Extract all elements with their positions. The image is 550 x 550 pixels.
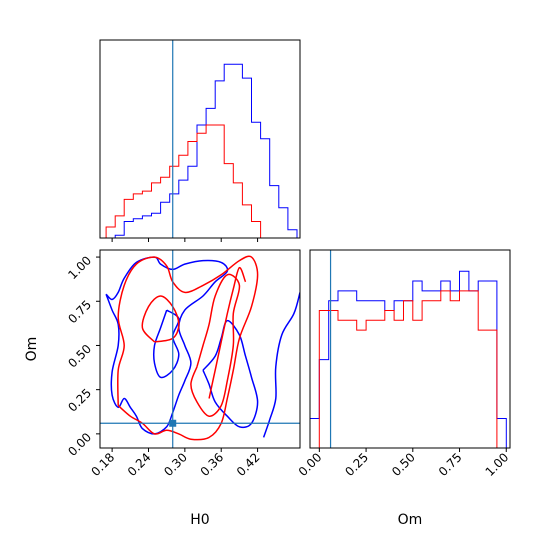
red-contour-6 <box>141 295 180 343</box>
om-marginal-panel: 0.00 0.25 0.50 0.75 1.00 Om <box>296 249 512 528</box>
om-marginal-frame <box>309 249 511 449</box>
joint-y-tick-label-0.50: 0.50 <box>65 342 94 371</box>
joint-panel: 0.18 0.24 0.30 0.36 0.42 0.00 0.25 0.50 0.75 1.00… <box>24 249 301 528</box>
joint-x-tick-label-0.36: 0.36 <box>198 450 227 479</box>
om-x-tick-label-0.25: 0.25 <box>342 450 371 479</box>
joint-x-tick-label-0.24: 0.24 <box>125 450 154 479</box>
blue-contour-4 <box>262 292 300 438</box>
red-om-histogram <box>310 290 507 449</box>
joint-x-tick-label-0.30: 0.30 <box>161 450 190 479</box>
blue-contour-2 <box>153 309 180 379</box>
blue-contour-1 <box>105 256 229 435</box>
joint-y-axis-label: Om <box>24 337 40 362</box>
joint-y-tick-label-0.25: 0.25 <box>65 386 94 415</box>
om-x-tick-label-0.50: 0.50 <box>389 450 418 479</box>
om-x-tick-label-0.75: 0.75 <box>436 450 465 479</box>
om-x-tick-label-0.00: 0.00 <box>296 450 325 479</box>
joint-y-tick-label-0.00: 0.00 <box>65 430 94 459</box>
joint-frame <box>99 249 301 449</box>
red-contour-5 <box>117 255 259 441</box>
blue-h0-histogram <box>106 63 298 239</box>
red-contour-8 <box>208 266 247 399</box>
blue-contour-3 <box>202 319 259 429</box>
truth-point-marker <box>169 419 177 427</box>
om-x-tick-label-1.00: 1.00 <box>483 450 512 479</box>
joint-y-tick-label-1.00: 1.00 <box>65 253 94 282</box>
joint-y-tick-label-0.75: 0.75 <box>65 297 94 326</box>
red-contour-7 <box>190 273 241 417</box>
h0-marginal-frame <box>99 39 301 239</box>
joint-x-tick-label-0.42: 0.42 <box>234 450 263 479</box>
om-x-axis-label: Om <box>398 512 423 528</box>
joint-x-tick-label-0.18: 0.18 <box>88 450 117 479</box>
h0-marginal-panel <box>99 39 301 242</box>
contour-group <box>105 255 300 441</box>
joint-x-axis-label: H0 <box>190 512 209 528</box>
blue-om-histogram <box>309 270 507 448</box>
red-h0-histogram <box>105 124 297 239</box>
